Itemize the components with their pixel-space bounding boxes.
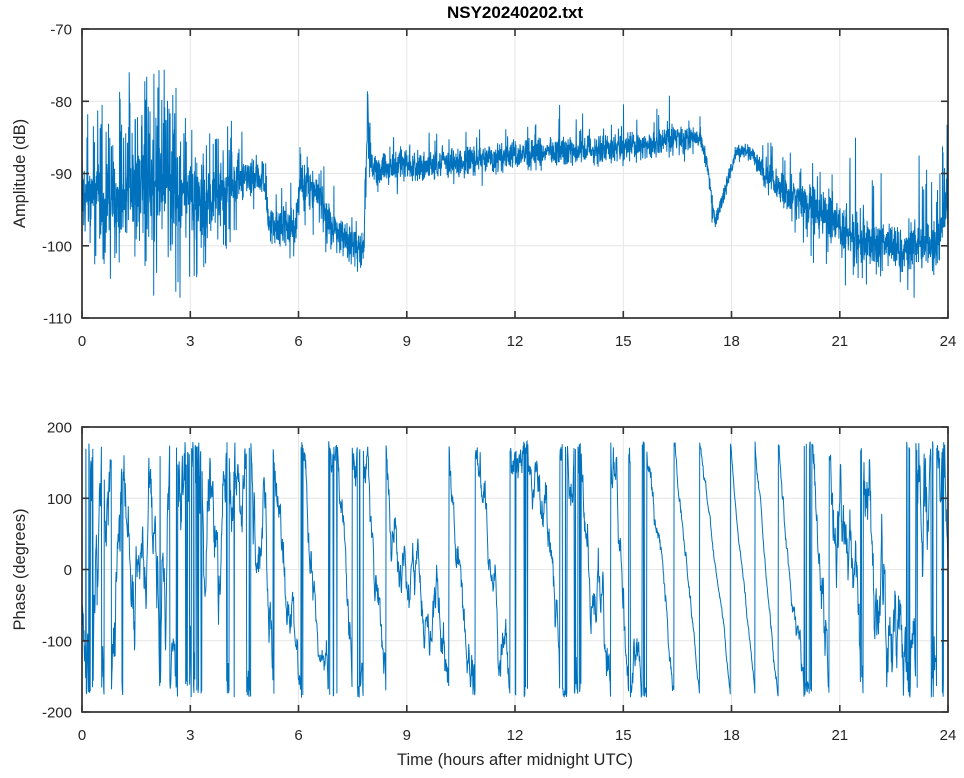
phase-series (81, 439, 949, 698)
x-tick-label: 24 (940, 727, 957, 744)
x-tick-label: 12 (507, 333, 524, 350)
x-tick-label: 6 (294, 333, 302, 350)
x-tick-label: 0 (78, 727, 86, 744)
phase-tick-marks (81, 426, 949, 713)
y-tick-label: -70 (50, 22, 72, 39)
x-tick-label: 21 (831, 333, 848, 350)
phase-plot: 0 3 6 9 12 15 18 21 24 -200 -100 0 100 200 Phase (de… (11, 420, 956, 770)
amplitude-series (81, 69, 949, 298)
x-tick-label: 12 (507, 727, 524, 744)
y-tick-label: -80 (50, 94, 72, 111)
x-tick-label: 21 (831, 727, 848, 744)
amplitude-x-tick-labels: 0 3 6 9 12 15 18 21 24 (78, 333, 957, 350)
x-tick-label: 3 (186, 727, 194, 744)
y-tick-label: 100 (47, 491, 72, 508)
phase-y-tick-labels: -200 -100 0 100 200 (42, 420, 72, 722)
x-tick-label: 24 (940, 333, 957, 350)
figure-title: NSY20240202.txt (447, 3, 583, 22)
x-tick-label: 0 (78, 333, 86, 350)
amplitude-y-axis-label: Amplitude (dB) (11, 119, 29, 228)
x-tick-label: 15 (615, 727, 632, 744)
y-tick-label: -110 (43, 311, 72, 328)
y-tick-label: 200 (47, 420, 72, 437)
amplitude-y-tick-labels: -110 -100 -90 -80 -70 (42, 22, 72, 328)
y-tick-label: -100 (42, 633, 72, 650)
y-tick-label: -100 (42, 238, 72, 255)
x-tick-label: 9 (403, 333, 411, 350)
y-tick-label: -90 (50, 166, 72, 183)
x-tick-label: 15 (615, 333, 632, 350)
x-axis-label: Time (hours after midnight UTC) (397, 751, 633, 769)
phase-x-tick-labels: 0 3 6 9 12 15 18 21 24 (78, 727, 957, 744)
amplitude-plot: 0 3 6 9 12 15 18 21 24 -110 -100 -90 -80 -70 NSY2024… (11, 3, 956, 350)
x-tick-label: 3 (186, 333, 194, 350)
x-tick-label: 6 (294, 727, 302, 744)
x-tick-label: 18 (723, 333, 740, 350)
amplitude-grid (82, 29, 948, 318)
y-tick-label: 0 (64, 562, 72, 579)
x-tick-label: 18 (723, 727, 740, 744)
amplitude-tick-marks (81, 28, 949, 319)
x-tick-label: 9 (403, 727, 411, 744)
y-tick-label: -200 (42, 705, 72, 722)
phase-y-axis-label: Phase (degrees) (11, 509, 29, 631)
